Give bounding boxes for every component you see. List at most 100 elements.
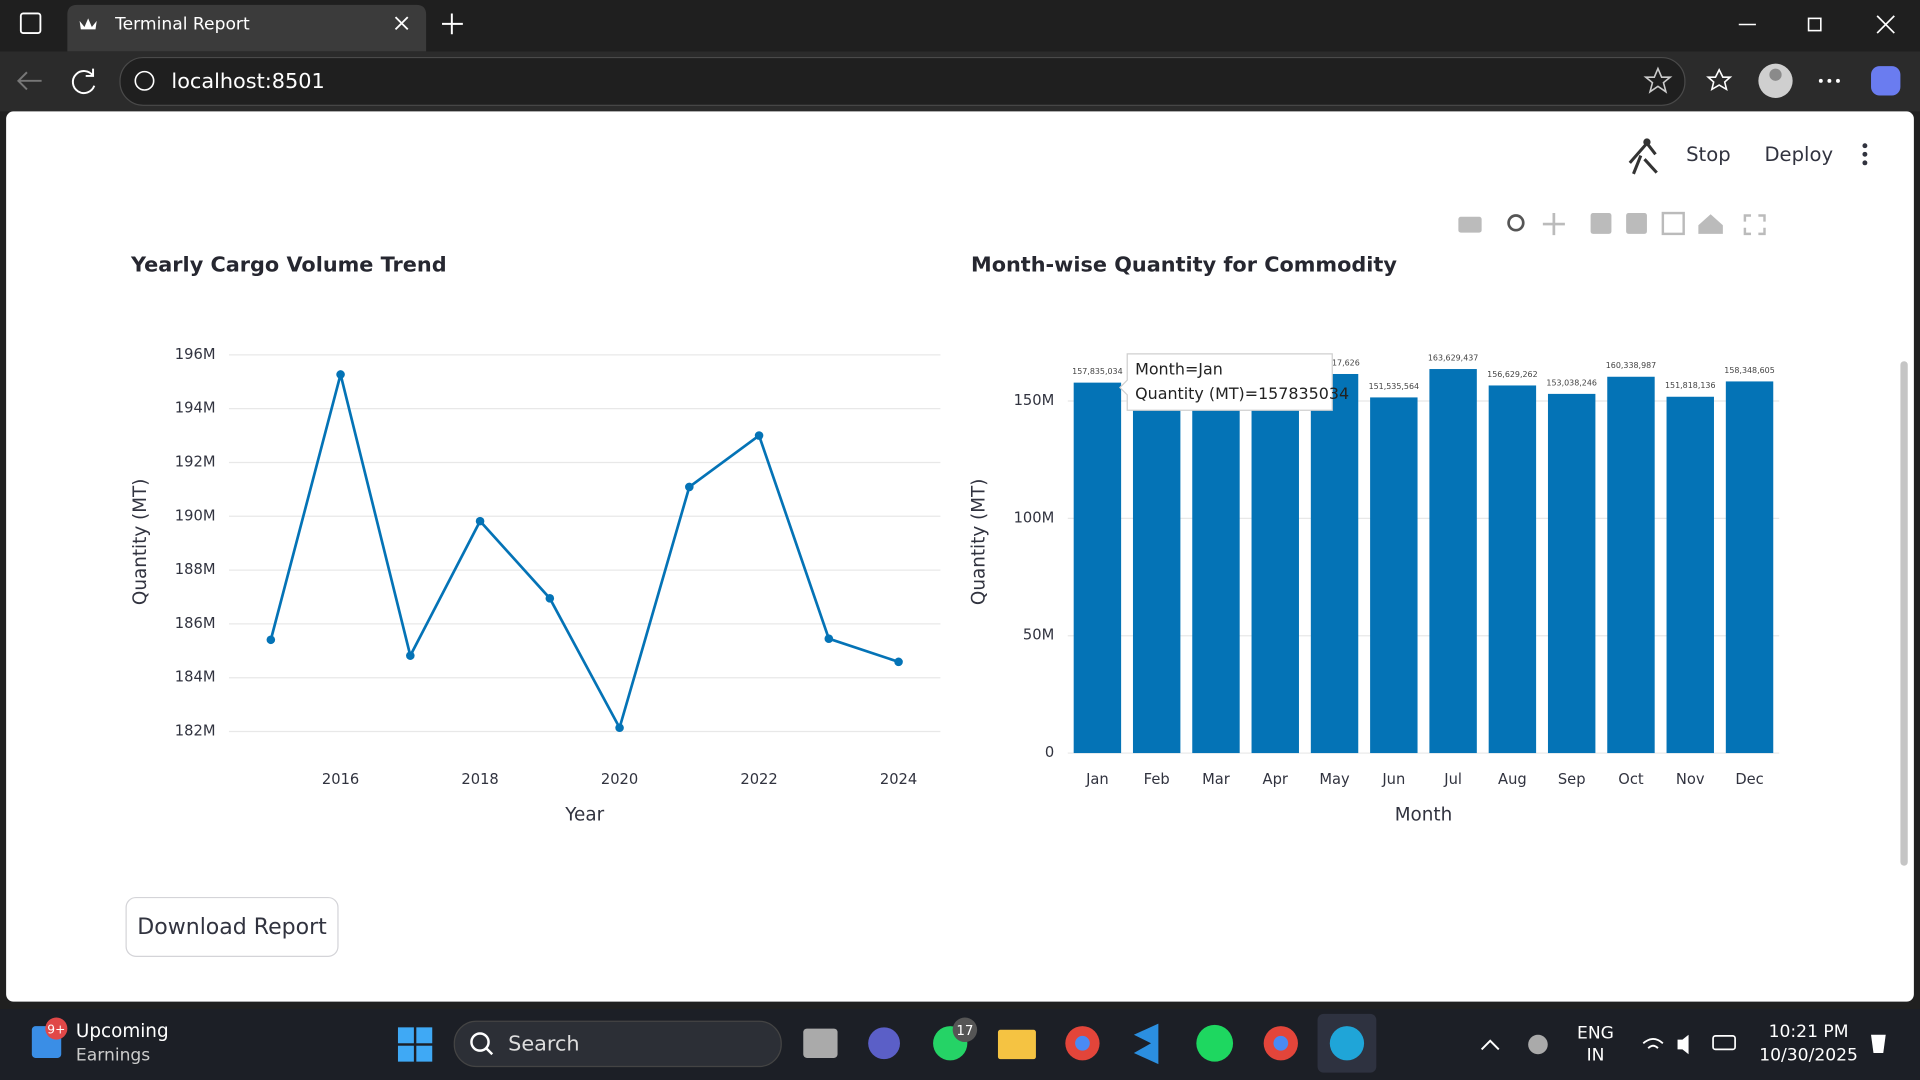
search-box[interactable] — [453, 1020, 782, 1068]
main-menu-dot[interactable] — [1862, 143, 1868, 149]
download-button-label: Download Report — [137, 915, 327, 940]
pan-icon[interactable] — [1542, 213, 1565, 236]
wifi-icon[interactable] — [1642, 1038, 1664, 1049]
whatsapp-badge-bg — [952, 1017, 978, 1043]
camera-icon[interactable] — [1458, 216, 1482, 233]
running-icon-head — [1643, 138, 1651, 146]
language-1[interactable]: ENG — [1577, 1023, 1614, 1043]
language-2: IN — [1587, 1046, 1605, 1066]
y-axis-title: Quantity (MT) — [130, 479, 151, 606]
battery-icon[interactable] — [1712, 1035, 1736, 1051]
hover-tooltip: Month=Jan Quantity (MT)=157835034 — [1119, 353, 1349, 411]
y-tick-label: 192M — [175, 453, 216, 470]
explorer-icon[interactable] — [997, 1029, 1036, 1060]
start-tile — [397, 1027, 414, 1044]
x-tick-label: 2020 — [601, 771, 638, 788]
data-point — [475, 516, 485, 526]
reset-icon[interactable] — [1698, 214, 1723, 234]
data-point — [754, 431, 764, 440]
bar-value-label: 158,348,605 — [1724, 366, 1775, 375]
widget-line1: Upcoming — [76, 1021, 169, 1042]
restore[interactable] — [1807, 17, 1822, 32]
vscode-icon[interactable] — [1133, 1023, 1159, 1065]
menu-dot[interactable] — [1827, 78, 1832, 83]
tray-icon[interactable] — [1528, 1034, 1548, 1055]
site-info-icon[interactable] — [134, 70, 155, 91]
x-tick-label: May — [1319, 771, 1350, 788]
y-tick-label: 100M — [1014, 509, 1055, 526]
notification-bell[interactable] — [1871, 1034, 1886, 1054]
fullscreen-icon[interactable] — [1743, 214, 1766, 236]
zoom-out-icon[interactable] — [1626, 213, 1647, 234]
scrollbar-thumb[interactable] — [1900, 361, 1908, 866]
zoom-icon[interactable] — [1507, 214, 1525, 232]
tab-close[interactable] — [394, 16, 409, 31]
bar — [1666, 396, 1714, 754]
bar — [1310, 373, 1359, 754]
bar-value-label: 163,629,437 — [1428, 354, 1479, 363]
x-tick-label: Sep — [1558, 771, 1586, 788]
zoom-in-icon[interactable] — [1590, 213, 1612, 234]
x-tick-label: Mar — [1202, 771, 1231, 788]
x-tick-label: Jun — [1381, 771, 1405, 788]
deploy-button[interactable]: Deploy — [1764, 143, 1833, 166]
y-tick-label: 188M — [175, 561, 216, 578]
tooltip-box — [1119, 353, 1333, 411]
line-series — [269, 374, 899, 732]
stop-button[interactable]: Stop — [1686, 143, 1731, 166]
back-button[interactable] — [16, 71, 42, 91]
bar — [1429, 369, 1477, 754]
y-tick-label: 196M — [175, 346, 216, 363]
bar-value-label: 156,629,262 — [1487, 370, 1538, 379]
data-point — [685, 482, 694, 492]
x-tick-label: Apr — [1263, 771, 1289, 788]
autoscale-icon[interactable] — [1661, 211, 1685, 236]
close-window[interactable] — [1876, 15, 1895, 34]
chrome-icon-2-center — [1273, 1035, 1289, 1051]
data-point — [406, 651, 415, 660]
tray-overflow[interactable] — [1480, 1039, 1500, 1051]
bar-value-label: 153,038,246 — [1546, 378, 1597, 387]
bar — [1547, 393, 1596, 754]
menu-dot[interactable] — [1818, 78, 1823, 83]
bar — [1370, 397, 1418, 754]
main-menu-dot[interactable] — [1862, 160, 1868, 166]
favorite-star[interactable] — [1643, 66, 1673, 94]
data-point — [545, 594, 555, 603]
main-menu-dot[interactable] — [1862, 151, 1868, 157]
bar-value-label: 151,818,136 — [1665, 381, 1716, 390]
bar — [1192, 386, 1240, 754]
data-point — [824, 634, 834, 643]
widget-line2: Earnings — [76, 1046, 150, 1066]
address-bar[interactable] — [119, 56, 1686, 106]
tab-actions-icon[interactable] — [19, 12, 42, 34]
favorites-button[interactable] — [1706, 68, 1733, 92]
y-axis-title: Quantity (MT) — [969, 479, 990, 606]
search-icon-handle — [485, 1047, 494, 1056]
avatar-head — [1769, 68, 1782, 81]
widget-badge-bg — [45, 1017, 68, 1040]
active-tab[interactable] — [67, 4, 427, 52]
data-point — [615, 723, 624, 733]
reload-button[interactable] — [71, 68, 96, 95]
y-tick-label: 186M — [175, 615, 216, 632]
bar — [1132, 391, 1181, 754]
widget-badge: 9+ — [47, 1022, 65, 1036]
bar — [1251, 389, 1299, 754]
whatsapp-badge: 17 — [956, 1024, 973, 1039]
start-button[interactable] — [397, 1027, 433, 1062]
task-view-icon[interactable] — [803, 1028, 838, 1058]
x-tick-label: Feb — [1144, 771, 1170, 788]
new-tab[interactable] — [442, 13, 463, 35]
download-button[interactable] — [125, 896, 339, 957]
spotify-icon[interactable] — [1196, 1024, 1234, 1062]
bar — [1607, 376, 1655, 754]
start-tile — [416, 1027, 433, 1044]
edge-icon — [1329, 1026, 1365, 1061]
copilot-icon[interactable] — [1871, 66, 1901, 96]
clock-time[interactable]: 10:21 PM — [1769, 1022, 1849, 1042]
y-tick-label: 182M — [175, 723, 216, 740]
x-tick-label: Aug — [1498, 771, 1527, 788]
teams-icon[interactable] — [868, 1027, 900, 1060]
menu-dot[interactable] — [1836, 78, 1840, 83]
